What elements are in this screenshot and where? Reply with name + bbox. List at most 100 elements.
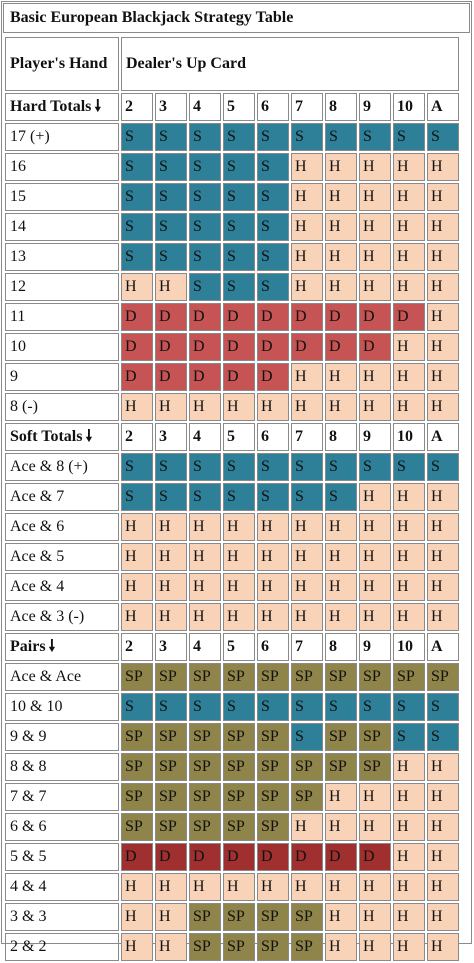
action-cell: S: [427, 723, 459, 751]
action-cell: H: [291, 813, 323, 841]
action-cell: SP: [393, 663, 425, 691]
action-cell: H: [427, 483, 459, 511]
action-cell: SP: [121, 663, 153, 691]
action-cell: H: [291, 213, 323, 241]
upcard-header: 8: [325, 633, 357, 661]
action-cell: H: [291, 153, 323, 181]
action-cell: S: [189, 483, 221, 511]
action-cell: H: [393, 843, 425, 871]
action-cell: H: [223, 873, 255, 901]
action-cell: S: [291, 483, 323, 511]
action-cell: S: [121, 213, 153, 241]
action-cell: H: [257, 573, 289, 601]
action-cell: D: [121, 363, 153, 391]
action-cell: S: [257, 273, 289, 301]
action-cell: S: [325, 453, 357, 481]
action-cell: SP: [257, 813, 289, 841]
action-cell: S: [155, 213, 187, 241]
player-hand-cell: 8 & 8: [5, 753, 119, 781]
action-cell: S: [121, 183, 153, 211]
upcard-header: 7: [291, 633, 323, 661]
action-cell: H: [121, 543, 153, 571]
player-hand-cell: 2 & 2: [5, 933, 119, 961]
action-cell: H: [359, 603, 391, 631]
action-cell: D: [325, 303, 357, 331]
action-cell: H: [393, 903, 425, 931]
action-cell: H: [359, 483, 391, 511]
action-cell: SP: [223, 813, 255, 841]
action-cell: H: [359, 243, 391, 271]
action-cell: H: [257, 543, 289, 571]
action-cell: H: [359, 903, 391, 931]
player-hand-cell: 16: [5, 153, 119, 181]
action-cell: H: [155, 603, 187, 631]
action-cell: H: [155, 393, 187, 421]
player-hand-cell: 7 & 7: [5, 783, 119, 811]
upcard-header: 5: [223, 633, 255, 661]
action-cell: H: [359, 183, 391, 211]
action-cell: H: [427, 243, 459, 271]
action-cell: H: [359, 783, 391, 811]
action-cell: H: [427, 603, 459, 631]
action-cell: SP: [189, 723, 221, 751]
action-cell: SP: [155, 813, 187, 841]
action-cell: S: [257, 693, 289, 721]
action-cell: SP: [223, 753, 255, 781]
action-cell: H: [325, 393, 357, 421]
action-cell: H: [393, 243, 425, 271]
action-cell: H: [325, 813, 357, 841]
action-cell: H: [393, 333, 425, 361]
action-cell: H: [393, 933, 425, 961]
table-row: Ace & 8 (+) S S S S S S S S S S: [5, 453, 459, 481]
action-cell: S: [121, 243, 153, 271]
player-hand-cell: Ace & 3 (-): [5, 603, 119, 631]
action-cell: SP: [189, 813, 221, 841]
player-hand-cell: 13: [5, 243, 119, 271]
action-cell: D: [189, 333, 221, 361]
action-cell: S: [223, 213, 255, 241]
player-hand-cell: Ace & 4: [5, 573, 119, 601]
action-cell: SP: [223, 723, 255, 751]
action-cell: S: [359, 453, 391, 481]
section-label: Soft Totals 🠗: [5, 423, 119, 451]
action-cell: SP: [189, 753, 221, 781]
action-cell: H: [427, 333, 459, 361]
action-cell: SP: [291, 933, 323, 961]
upcard-header: 8: [325, 423, 357, 451]
action-cell: H: [291, 243, 323, 271]
action-cell: S: [427, 453, 459, 481]
action-cell: SP: [189, 903, 221, 931]
action-cell: H: [359, 513, 391, 541]
upcard-header: 6: [257, 633, 289, 661]
action-cell: SP: [291, 753, 323, 781]
action-cell: H: [393, 753, 425, 781]
table-row: 16 S S S S S H H H H H: [5, 153, 459, 181]
action-cell: D: [291, 303, 323, 331]
action-cell: H: [393, 153, 425, 181]
action-cell: SP: [189, 933, 221, 961]
action-cell: S: [291, 723, 323, 751]
action-cell: SP: [325, 663, 357, 691]
action-cell: SP: [291, 663, 323, 691]
action-cell: H: [359, 363, 391, 391]
action-cell: S: [427, 693, 459, 721]
action-cell: H: [325, 513, 357, 541]
down-arrow-icon: 🠗: [48, 638, 56, 655]
action-cell: H: [427, 873, 459, 901]
upcard-header: 10: [393, 423, 425, 451]
action-cell: H: [121, 903, 153, 931]
action-cell: SP: [223, 903, 255, 931]
action-cell: D: [257, 333, 289, 361]
player-hand-cell: Ace & 8 (+): [5, 453, 119, 481]
table-row: 2 & 2 H H SP SP SP SP H H H H: [5, 933, 459, 961]
table-row: 8 (-) H H H H H H H H H H: [5, 393, 459, 421]
action-cell: H: [291, 363, 323, 391]
action-cell: H: [393, 273, 425, 301]
action-cell: H: [189, 603, 221, 631]
action-cell: H: [291, 543, 323, 571]
player-hand-cell: 9: [5, 363, 119, 391]
action-cell: H: [155, 543, 187, 571]
